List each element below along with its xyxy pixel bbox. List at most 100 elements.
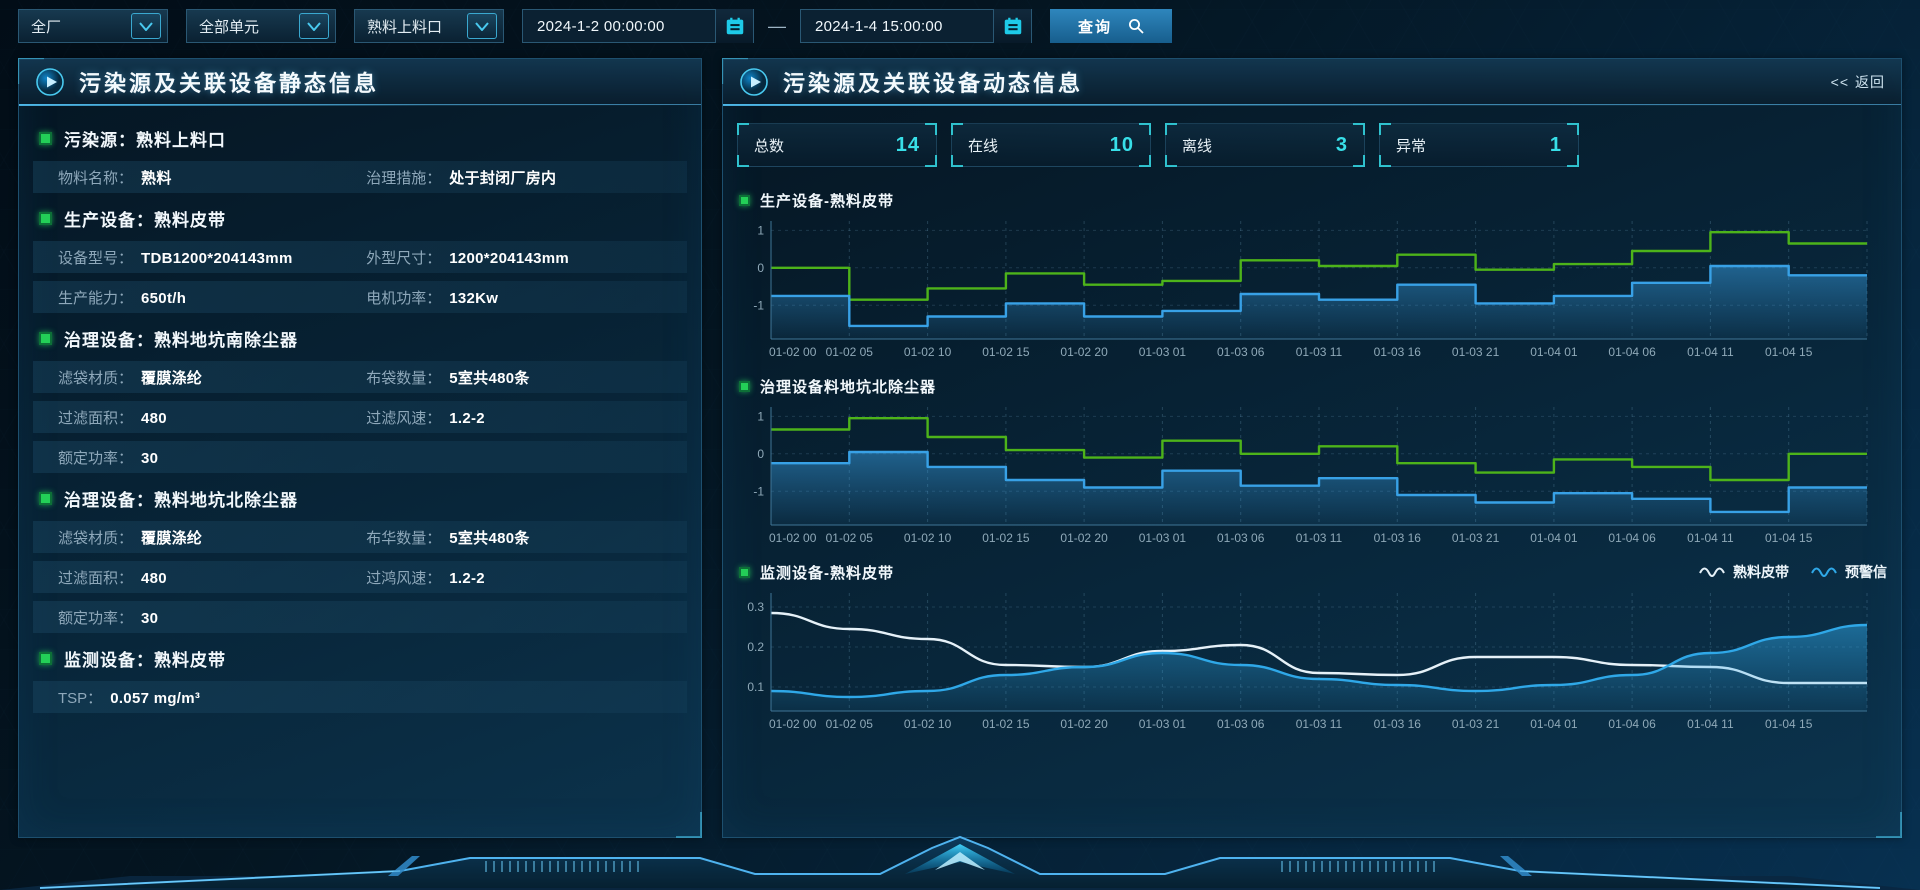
field-label: 物料名称： [58,169,134,187]
field-label: 额定功率： [58,449,134,467]
legend-item[interactable]: 熟料皮带 [1699,562,1789,582]
green-bullet-icon [739,194,750,206]
green-bullet-icon [739,380,750,392]
static-panel-header: 污染源及关联设备静态信息 [19,59,701,106]
date-from-input[interactable]: 2024-1-2 00:00:00 [522,9,754,43]
section-header: 污染源：熟料上料口 [39,121,687,155]
field-label: 设备型号： [58,249,134,267]
legend-label: 熟料皮带 [1733,564,1789,580]
svg-text:-1: -1 [753,298,764,312]
green-bullet-icon [39,131,52,145]
section-header: 治理设备：熟料地坑南除尘器 [39,321,687,355]
svg-text:0: 0 [757,261,764,275]
info-row: 滤袋材质： 覆膜涤纶 布华数量： 5室共480条 [33,521,687,553]
field-value: 1200*204143mm [449,249,570,267]
query-button[interactable]: 查询 [1050,9,1172,43]
chart-legend: 熟料皮带 预警信 [1699,562,1887,582]
field-label: 治理措施： [366,169,442,187]
toolbar: 全厂 全部单元 熟料上料口 2024-1-2 00:00:00 — 2024-1 [18,8,1902,44]
svg-text:01-03 11: 01-03 11 [1296,717,1343,731]
stat-card-离线: 离线 3 [1165,123,1365,167]
field-label: 滤袋材质： [58,369,134,387]
svg-text:01-04 01: 01-04 01 [1530,717,1578,731]
back-button[interactable]: << 返回 [1831,72,1885,92]
section-header-label: 污染源：熟料上料口 [64,130,226,150]
field-value: 覆膜涤纶 [141,369,203,387]
info-field: 治理措施： 处于封闭厂房内 [366,167,674,188]
source-select[interactable]: 熟料上料口 [354,9,504,43]
info-field: 额定功率： 30 [58,447,366,468]
static-info-panel: 污染源及关联设备静态信息 污染源：熟料上料口物料名称： 熟料 治理措施： 处于封闭厂房… [18,58,702,838]
stat-card-异常: 异常 1 [1379,123,1579,167]
section-header-label: 治理设备：熟料地坑南除尘器 [64,330,298,350]
chart-2: 治理设备料地坑北除尘器 1 0 -1 01-02 00 01-02 05 01-02 10… [737,373,1887,549]
field-value: 30 [141,609,159,627]
back-chevrons-icon: << [1830,73,1849,90]
info-field: 布华数量： 5室共480条 [366,527,674,548]
svg-text:0.3: 0.3 [747,600,764,614]
svg-text:01-02 10: 01-02 10 [904,345,952,359]
info-row: 生产能力： 650t/h 电机功率： 132Kw [33,281,687,313]
svg-text:01-03 06: 01-03 06 [1217,717,1265,731]
chevron-down-icon [299,13,329,39]
field-label: 外型尺寸： [366,249,442,267]
info-field: 外型尺寸： 1200*204143mm [366,247,674,268]
svg-text:01-04 11: 01-04 11 [1687,345,1734,359]
svg-text:0.1: 0.1 [747,680,764,694]
static-panel-body: 污染源：熟料上料口 物料名称： 熟料 治理措施： 处于封闭厂房内 生产设备：熟料皮带 设备型… [19,105,701,713]
svg-text:01-03 11: 01-03 11 [1296,345,1343,359]
svg-text:01-03 06: 01-03 06 [1217,345,1265,359]
footer-tech-graphic [0,835,1920,890]
calendar-icon[interactable] [715,9,753,43]
field-value: 132Kw [449,289,499,307]
search-icon [1129,19,1144,34]
svg-text:01-03 16: 01-03 16 [1374,717,1422,731]
svg-text:01-02 05: 01-02 05 [826,531,874,545]
calendar-icon[interactable] [993,9,1031,43]
svg-text:01-03 11: 01-03 11 [1296,531,1343,545]
stat-value: 14 [895,133,920,156]
unit-select[interactable]: 全部单元 [186,9,336,43]
info-row: 额定功率： 30 [33,601,687,633]
field-value: 处于封闭厂房内 [449,169,557,187]
date-to-input[interactable]: 2024-1-4 15:00:00 [800,9,1032,43]
stat-value: 3 [1335,133,1348,156]
svg-text:01-03 21: 01-03 21 [1452,345,1500,359]
green-bullet-icon [39,211,52,225]
field-label: 电机功率： [366,289,442,307]
field-label: 过滤面积： [58,409,134,427]
info-row: 过滤面积： 480 过滤风速： 1.2-2 [33,401,687,433]
dynamic-panel-header: 污染源及关联设备动态信息 << 返回 [723,59,1901,106]
static-panel-title: 污染源及关联设备静态信息 [79,70,380,96]
info-row: TSP： 0.057 mg/m³ [33,681,687,713]
field-value: 覆膜涤纶 [141,529,203,547]
plant-select[interactable]: 全厂 [18,9,168,43]
stat-label: 总数 [754,137,785,155]
chart-3: 监测设备-熟料皮带 熟料皮带 预警信 0.3 0.2 0.1 01-02 00 01-02 … [737,559,1887,735]
chart-plot: 0.3 0.2 0.1 01-02 00 01-02 05 01-02 10 01-02 1… [737,585,1887,735]
source-select-value: 熟料上料口 [367,18,443,36]
green-bullet-icon [39,331,52,345]
svg-text:01-03 01: 01-03 01 [1139,345,1187,359]
svg-text:1: 1 [757,409,764,423]
field-value: 5室共480条 [449,369,530,387]
svg-text:01-03 21: 01-03 21 [1452,531,1500,545]
legend-item[interactable]: 预警信 [1811,562,1887,582]
field-label: 过滤风速： [366,409,442,427]
svg-text:01-02 00: 01-02 00 [769,531,817,545]
field-value: 熟料 [141,169,172,187]
dynamic-info-panel: 污染源及关联设备动态信息 << 返回 总数 14 在线 10 离线 3 异常 1 生产设备-熟… [722,58,1902,838]
field-label: 过滤面积： [58,569,134,587]
field-label: 滤袋材质： [58,529,134,547]
svg-text:01-03 06: 01-03 06 [1217,531,1265,545]
svg-text:01-03 01: 01-03 01 [1139,717,1187,731]
info-field: TSP： 0.057 mg/m³ [58,687,366,708]
svg-text:0: 0 [757,447,764,461]
field-label: 额定功率： [58,609,134,627]
section-header: 治理设备：熟料地坑北除尘器 [39,481,687,515]
main-content: 污染源及关联设备静态信息 污染源：熟料上料口物料名称： 熟料 治理措施： 处于封闭厂房… [18,58,1902,838]
charts-area: 生产设备-熟料皮带 1 0 -1 01-02 00 01-02 05 01-02 10 01… [723,173,1901,735]
info-field: 布袋数量： 5室共480条 [366,367,674,388]
chart-1: 生产设备-熟料皮带 1 0 -1 01-02 00 01-02 05 01-02 10 01… [737,187,1887,363]
green-bullet-icon [39,491,52,505]
